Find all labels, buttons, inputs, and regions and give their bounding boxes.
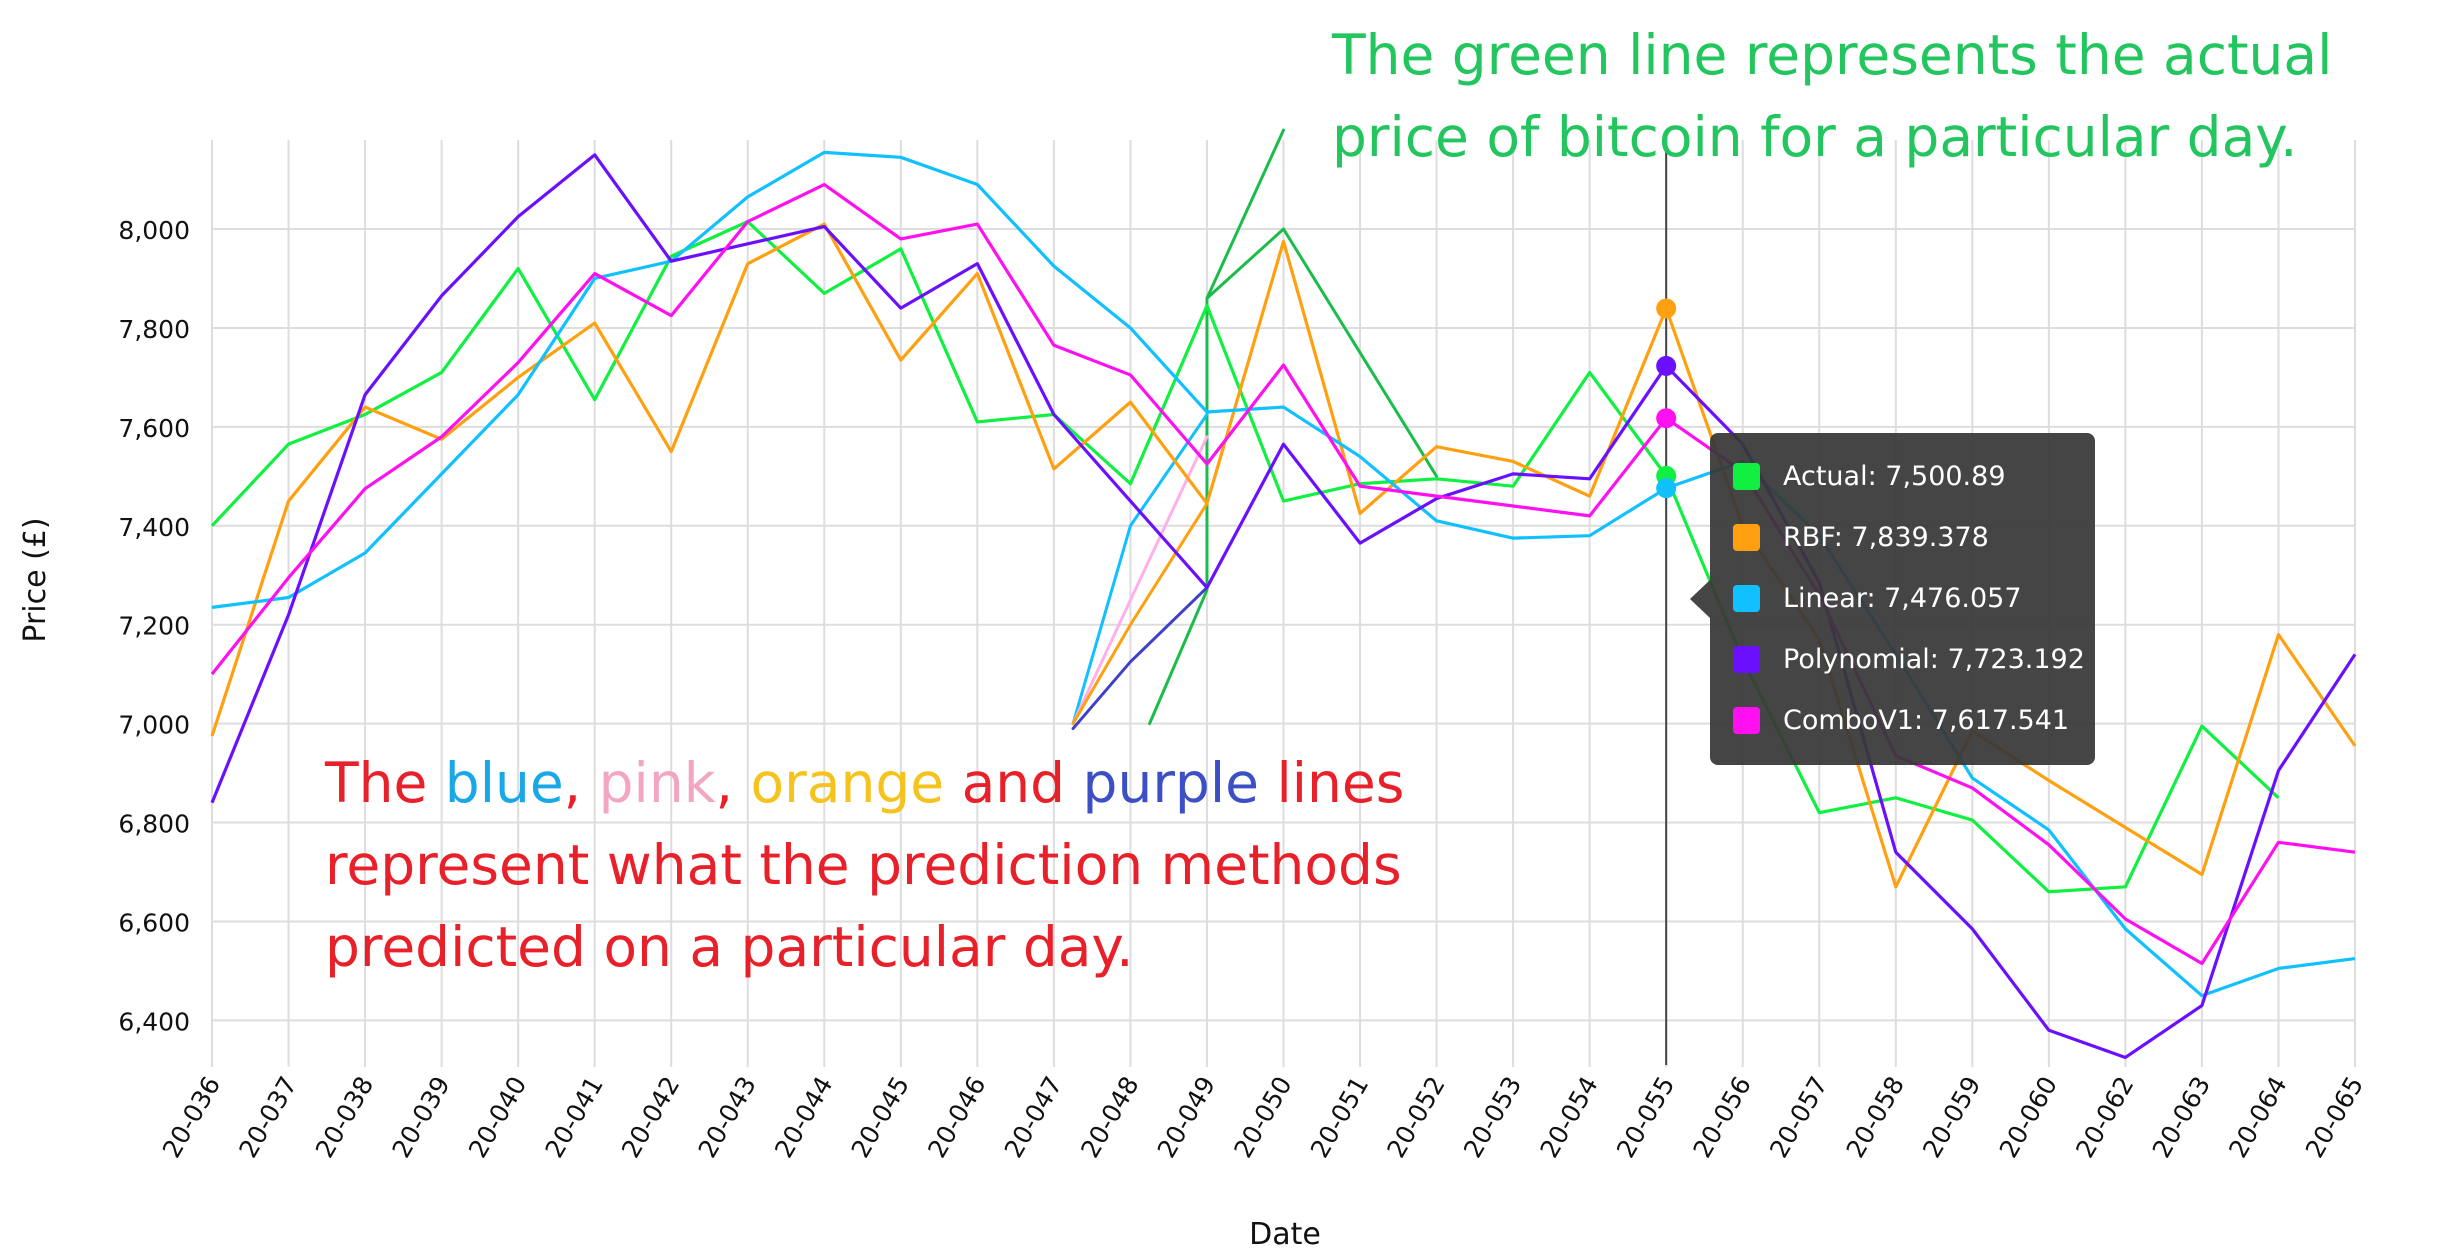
x-tick-label: 20-043 [693, 1072, 762, 1163]
annotation-segment [1071, 502, 1209, 726]
tooltip-swatch [1733, 706, 1760, 734]
series-line-polynomial [210, 153, 2357, 1060]
x-tick-label: 20-044 [769, 1072, 838, 1163]
annotation-predictions-part: lines represent what the prediction meth… [325, 751, 1405, 979]
hover-marker-combov1 [1656, 408, 1677, 429]
tooltip-row: ComboV1: 7,617.541 [1733, 700, 2069, 740]
hover-marker-rbf [1656, 298, 1677, 319]
series-line-combov1 [210, 182, 2356, 966]
x-tick-label: 20-064 [2223, 1072, 2292, 1163]
x-tick-label: 20-053 [1458, 1072, 1527, 1163]
y-tick-label: 6,800 [118, 810, 190, 839]
hover-marker-linear [1656, 478, 1677, 499]
x-axis-title: Date [1249, 1217, 1321, 1252]
annotation-predictions-part: The [325, 751, 445, 815]
x-tick-label: 20-062 [2070, 1072, 2139, 1163]
hover-crosshair [1656, 135, 1677, 1065]
tooltip-label: Actual: 7,500.89 [1783, 460, 2006, 492]
annotation-predictions-part: blue [444, 751, 564, 815]
y-tick-label: 7,200 [118, 612, 190, 641]
y-tick-label: 8,000 [118, 216, 190, 245]
x-tick-label: 20-056 [1688, 1072, 1757, 1163]
annotation-lines [1071, 128, 1439, 731]
tooltip-row: Polynomial: 7,723.192 [1733, 639, 2085, 679]
x-tick-label: 20-046 [922, 1072, 991, 1163]
tooltip-swatch [1733, 523, 1760, 551]
x-tick-label: 20-049 [1152, 1072, 1221, 1163]
tooltip-label: Polynomial: 7,723.192 [1783, 643, 2085, 675]
tooltip: Actual: 7,500.89 RBF: 7,839.378 Linear: 7,… [1710, 433, 2095, 765]
x-tick-label: 20-058 [1841, 1072, 1910, 1163]
tooltip-label: Linear: 7,476.057 [1783, 582, 2022, 614]
annotation-predictions-part: , [715, 751, 751, 815]
annotation-predictions-part: pink [598, 751, 716, 815]
annotation-segment [1071, 435, 1209, 726]
tooltip-row: RBF: 7,839.378 [1733, 517, 1989, 557]
x-tick-label: 20-054 [1534, 1072, 1603, 1163]
x-tick-label: 20-039 [386, 1072, 455, 1163]
x-tick-label: 20-051 [1305, 1072, 1374, 1163]
annotation-predictions: The blue, pink, orange and purple lines … [325, 742, 1405, 988]
tooltip-row: Linear: 7,476.057 [1733, 578, 2022, 618]
annotation-predictions-part: and [944, 751, 1083, 815]
y-tick-label: 7,000 [118, 711, 190, 740]
x-tick-label: 20-047 [999, 1072, 1068, 1163]
y-tick-label: 6,600 [118, 908, 190, 937]
x-tick-label: 20-037 [233, 1072, 302, 1163]
x-tick-label: 20-055 [1611, 1072, 1680, 1163]
x-tick-label: 20-036 [157, 1072, 226, 1163]
tooltip-swatch [1733, 584, 1760, 612]
x-tick-label: 20-050 [1228, 1072, 1297, 1163]
series-line-linear [211, 150, 2356, 998]
annotation-segment [1148, 227, 1439, 726]
y-tick-label: 7,600 [118, 414, 190, 443]
y-tick-label: 6,400 [118, 1007, 190, 1036]
hover-marker-polynomial [1656, 355, 1677, 376]
x-tick-label: 20-063 [2147, 1072, 2216, 1163]
grid [211, 140, 2356, 1067]
annotation-predictions-part: , [563, 751, 599, 815]
x-tick-label: 20-040 [463, 1072, 532, 1163]
x-tick-label: 20-060 [1994, 1072, 2063, 1163]
annotation-segment [1071, 586, 1209, 731]
tooltip-pointer [1690, 580, 1710, 618]
tooltip-swatch [1733, 462, 1760, 490]
annotation-segment [1071, 413, 1209, 726]
x-tick-label: 20-057 [1764, 1072, 1833, 1163]
x-tick-label: 20-038 [310, 1072, 379, 1163]
annotation-predictions-part: orange [750, 751, 945, 815]
x-tick-label: 20-065 [2300, 1072, 2369, 1163]
y-tick-label: 7,800 [118, 315, 190, 344]
x-tick-label: 20-045 [846, 1072, 915, 1163]
x-tick-label: 20-059 [1917, 1072, 1986, 1163]
y-axis-title: Price (£) [18, 517, 53, 642]
annotation-actual-text: The green line represents the actual pri… [1332, 23, 2333, 169]
tooltip-swatch [1733, 645, 1760, 673]
x-tick-label: 20-042 [616, 1072, 685, 1163]
annotation-actual-price: The green line represents the actual pri… [1332, 14, 2447, 178]
annotation-segment [1205, 128, 1285, 300]
annotation-predictions-part: purple [1082, 751, 1259, 815]
tooltip-label: RBF: 7,839.378 [1783, 521, 1989, 553]
tooltip-label: ComboV1: 7,617.541 [1783, 704, 2070, 736]
x-tick-label: 20-048 [1075, 1072, 1144, 1163]
tooltip-row: Actual: 7,500.89 [1733, 456, 2006, 496]
x-tick-label: 20-052 [1381, 1072, 1450, 1163]
y-tick-label: 7,400 [118, 513, 190, 542]
x-tick-label: 20-041 [539, 1072, 608, 1163]
